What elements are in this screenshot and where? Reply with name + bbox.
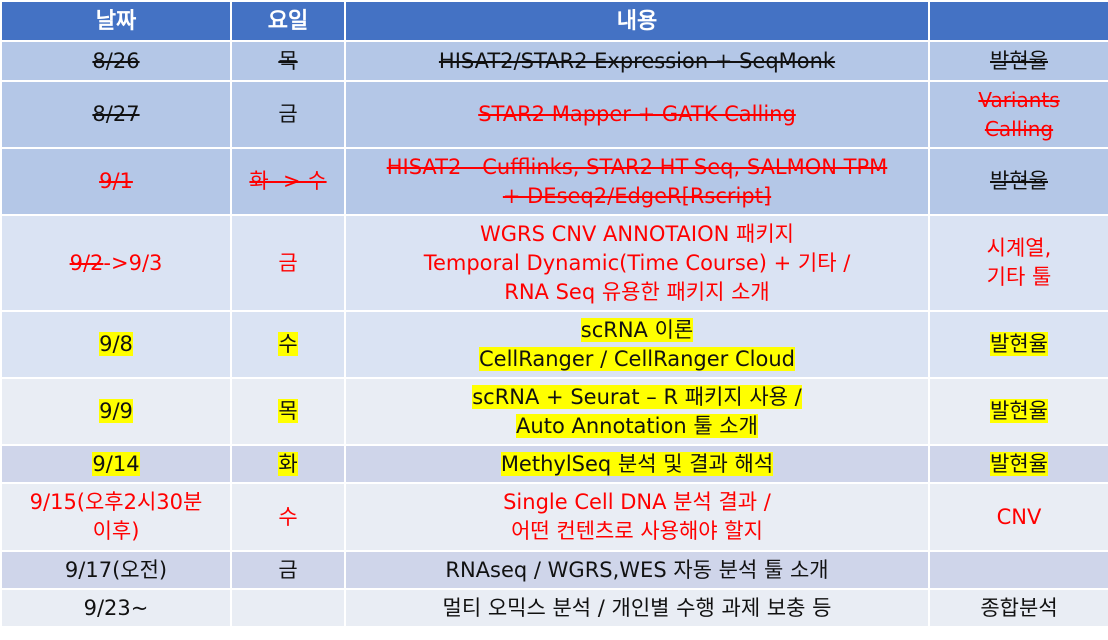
row-extra	[928, 550, 1108, 590]
row-day: 수	[230, 482, 346, 552]
row-date: 8/27	[0, 80, 232, 149]
table-header-row: 날짜 요일 내용	[0, 0, 1108, 42]
row-extra: 발현율	[928, 377, 1108, 446]
table-row: 9/23~ 멀티 오믹스 분석 / 개인별 수행 과제 보충 등 종합분석	[0, 588, 1108, 628]
row-day: 화	[230, 444, 346, 484]
row-day: 금	[230, 550, 346, 590]
row-extra: 발현율	[928, 40, 1108, 82]
row-content: Single Cell DNA 분석 결과 / 어떤 컨텐츠로 사용해야 할지	[344, 482, 930, 552]
row-extra: 발현율	[928, 147, 1108, 216]
table-row: 9/2->9/3 금 WGRS CNV ANNOTAION 패키지 Tempor…	[0, 214, 1108, 312]
header-day: 요일	[230, 0, 346, 42]
header-content: 내용	[344, 0, 930, 42]
row-extra: 시계열, 기타 툴	[928, 214, 1108, 312]
row-day: 목	[230, 40, 346, 82]
row-date: 9/9	[0, 377, 232, 446]
row-content: HISAT2/STAR2 Expression + SeqMonk	[344, 40, 930, 82]
row-day: 목	[230, 377, 346, 446]
table-row: 8/27 금 STAR2 Mapper + GATK Calling Varia…	[0, 80, 1108, 149]
table-row: 9/15(오후2시30분 이후) 수 Single Cell DNA 분석 결과…	[0, 482, 1108, 552]
row-extra: Variants Calling	[928, 80, 1108, 149]
row-extra: 종합분석	[928, 588, 1108, 628]
row-content: 멀티 오믹스 분석 / 개인별 수행 과제 보충 등	[344, 588, 930, 628]
table-row: 9/14 화 MethylSeq 분석 및 결과 해석 발현율	[0, 444, 1108, 484]
row-day: 금	[230, 80, 346, 149]
table-row: 9/9 목 scRNA + Seurat – R 패키지 사용 / Auto A…	[0, 377, 1108, 446]
table-row: 9/1 화 -> 수 HISAT2 - Cufflinks, STAR2 HT-…	[0, 147, 1108, 216]
row-date: 9/8	[0, 310, 232, 379]
row-date: 9/17(오전)	[0, 550, 232, 590]
row-date: 9/14	[0, 444, 232, 484]
row-date: 9/15(오후2시30분 이후)	[0, 482, 232, 552]
row-content: RNAseq / WGRS,WES 자동 분석 툴 소개	[344, 550, 930, 590]
row-date: 9/1	[0, 147, 232, 216]
header-date: 날짜	[0, 0, 232, 42]
header-extra	[928, 0, 1108, 42]
row-content: STAR2 Mapper + GATK Calling	[344, 80, 930, 149]
row-date: 9/2->9/3	[0, 214, 232, 312]
row-content: scRNA 이론 CellRanger / CellRanger Cloud	[344, 310, 930, 379]
row-day	[230, 588, 346, 628]
row-date: 8/26	[0, 40, 232, 82]
table-row: 9/17(오전) 금 RNAseq / WGRS,WES 자동 분석 툴 소개	[0, 550, 1108, 590]
table-row: 8/26 목 HISAT2/STAR2 Expression + SeqMonk…	[0, 40, 1108, 82]
row-day: 화 -> 수	[230, 147, 346, 216]
row-extra: 발현율	[928, 444, 1108, 484]
row-content: scRNA + Seurat – R 패키지 사용 / Auto Annotat…	[344, 377, 930, 446]
row-day: 수	[230, 310, 346, 379]
row-content: MethylSeq 분석 및 결과 해석	[344, 444, 930, 484]
table-row: 9/8 수 scRNA 이론 CellRanger / CellRanger C…	[0, 310, 1108, 379]
row-extra: 발현율	[928, 310, 1108, 379]
row-extra: CNV	[928, 482, 1108, 552]
row-content: HISAT2 - Cufflinks, STAR2 HT-Seq, SALMON…	[344, 147, 930, 216]
row-content: WGRS CNV ANNOTAION 패키지 Temporal Dynamic(…	[344, 214, 930, 312]
row-date: 9/23~	[0, 588, 232, 628]
row-day: 금	[230, 214, 346, 312]
